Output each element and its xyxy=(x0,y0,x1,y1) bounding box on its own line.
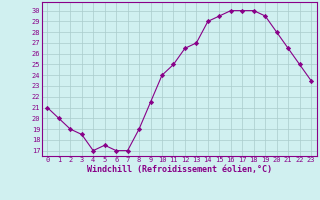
X-axis label: Windchill (Refroidissement éolien,°C): Windchill (Refroidissement éolien,°C) xyxy=(87,165,272,174)
